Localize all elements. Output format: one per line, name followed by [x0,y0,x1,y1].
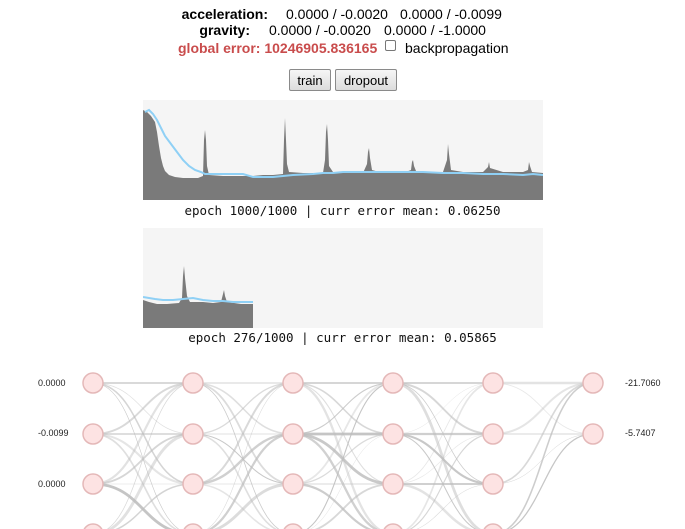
input-value-3: 0.0000 [38,479,66,489]
output-value-1: -21.7060 [625,378,661,388]
network-edge [92,381,194,486]
error-plot-1-area [143,110,543,200]
input-value-2: -0.0099 [38,428,69,438]
network-edge [392,433,494,485]
network-node-l3-n3 [282,473,304,495]
network-edge [392,382,494,435]
backpropagation-checkbox[interactable] [385,40,396,51]
network-node-l5-n4 [483,523,503,529]
network-nodes [82,372,604,529]
gravity-value-2: 0.0000 / -1.0000 [384,22,486,38]
network-edge [492,381,594,436]
network-node-l2-n3 [182,473,204,495]
network-edge [306,382,394,529]
network-edge [416,483,494,529]
dropout-button[interactable]: dropout [335,69,397,91]
network-edge [292,382,394,435]
network-edge [292,382,394,485]
error-plot-2-area [143,266,253,328]
network-edge [292,381,382,529]
network-edge [92,433,178,529]
acceleration-value-2: 0.0000 / -0.0099 [400,6,502,22]
error-plot-2-caption: epoch 276/1000 | curr error mean: 0.0586… [188,330,497,345]
network-node-l1-n1 [82,372,104,394]
network-node-l5-n3 [482,473,504,495]
network-edge [92,382,194,435]
error-plot-2-graph [143,266,253,328]
network-edge [405,382,494,529]
network-edge [492,382,594,485]
network-edge [492,382,594,435]
neural-network: 0.0000 -0.0099 0.0000 -21.7060 -5.7407 [38,372,661,529]
global-error-row: global error: 10246905.836165 backpropag… [0,40,685,58]
network-edge [409,433,494,529]
network-node-l2-n4 [183,523,203,529]
network-node-l4-n1 [382,372,404,394]
error-plot-1-caption: epoch 1000/1000 | curr error mean: 0.062… [184,203,501,218]
network-edge [208,432,294,529]
gravity-label: gravity: [199,22,250,38]
network-edge [292,482,372,529]
network-node-l3-n2 [282,423,304,445]
network-edge [192,382,294,485]
network-edge [392,382,494,485]
network-node-l6-n1 [582,372,604,394]
network-edge [192,483,271,529]
train-button[interactable]: train [289,69,331,91]
network-edge [392,482,473,529]
network-node-l1-n2 [82,423,104,445]
network-node-l2-n2 [182,423,204,445]
network-edge [106,382,194,529]
input-value-1: 0.0000 [38,378,66,388]
network-node-l1-n3 [82,473,104,495]
network-edge [92,482,173,529]
network-node-l5-n2 [482,423,504,445]
network-edge [213,482,294,529]
network-edge [107,432,194,529]
error-plot-1-line [144,108,543,178]
network-node-l5-n1 [482,372,504,394]
network-edge [392,382,494,435]
error-plot-1-graph [143,108,543,200]
network-edge [310,433,394,529]
network-node-l4-n2 [382,423,404,445]
network-edge [115,483,194,529]
network-edge [192,382,294,435]
network-node-l2-n1 [182,372,204,394]
backpropagation-label[interactable]: backpropagation [405,40,509,56]
network-edge [505,382,594,529]
network-node-l3-n4 [283,523,303,529]
network-edges [92,381,594,529]
network-node-l6-n2 [582,423,604,445]
gravity-value-1: 0.0000 / -0.0020 [269,22,371,38]
network-node-l1-n4 [83,523,103,529]
network-edge [392,432,494,486]
error-plot-2-line [143,296,253,303]
network-edge [206,382,294,529]
network-node-l3-n1 [282,372,304,394]
output-value-2: -5.7407 [625,428,656,438]
acceleration-label: acceleration: [181,6,268,22]
acceleration-value-1: 0.0000 / -0.0020 [286,6,388,22]
network-edge [509,433,594,529]
global-error: global error: 10246905.836165 [178,40,378,56]
network-edge [314,483,394,529]
network-node-l4-n4 [383,523,403,529]
network-node-l4-n3 [382,473,404,495]
